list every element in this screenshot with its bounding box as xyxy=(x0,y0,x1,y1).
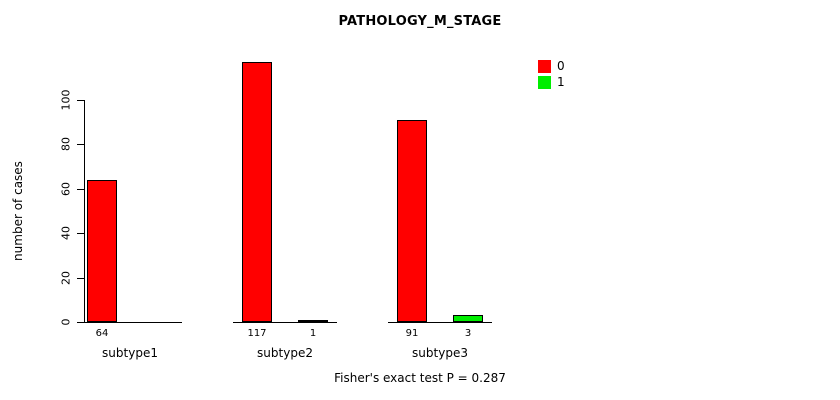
chart-title: PATHOLOGY_M_STAGE xyxy=(338,14,502,29)
y-axis-line xyxy=(84,100,85,323)
bar-count: 117 xyxy=(247,328,267,339)
fisher-test-annotation: Fisher's exact test P = 0.287 xyxy=(334,371,506,385)
y-tick xyxy=(77,100,84,101)
y-tick-label: 0 xyxy=(59,318,73,326)
y-axis-label: number of cases xyxy=(11,161,25,261)
x-axis-segment xyxy=(388,322,492,323)
legend-swatch-red xyxy=(538,60,551,73)
x-axis-segment xyxy=(78,322,182,323)
x-category-label: subtype1 xyxy=(102,346,158,360)
y-tick xyxy=(77,189,84,190)
y-tick xyxy=(77,278,84,279)
legend-item-series1: 1 xyxy=(538,76,565,89)
legend: 0 1 xyxy=(538,60,565,92)
x-category-label: subtype3 xyxy=(412,346,468,360)
y-tick-label: 20 xyxy=(59,271,73,285)
bar-subtype3-series1 xyxy=(453,315,483,322)
legend-swatch-green xyxy=(538,76,551,89)
bar-subtype2-series1 xyxy=(298,320,328,322)
y-tick-label: 100 xyxy=(59,89,73,111)
y-tick-label: 40 xyxy=(59,226,73,240)
x-axis-segment xyxy=(233,322,337,323)
bar-count: 91 xyxy=(405,328,419,339)
legend-label-series0: 0 xyxy=(557,59,565,73)
y-tick-label: 60 xyxy=(59,182,73,196)
bar-count: 3 xyxy=(464,328,472,339)
bar-subtype1-series0 xyxy=(87,180,117,322)
legend-item-series0: 0 xyxy=(538,60,565,73)
bar-count: 64 xyxy=(95,328,109,339)
y-tick xyxy=(77,233,84,234)
y-tick-label: 80 xyxy=(59,137,73,151)
bar-count: 1 xyxy=(309,328,317,339)
bar-subtype2-series0 xyxy=(242,62,272,322)
x-category-label: subtype2 xyxy=(257,346,313,360)
legend-label-series1: 1 xyxy=(557,75,565,89)
y-tick xyxy=(77,144,84,145)
bar-subtype3-series0 xyxy=(397,120,427,322)
